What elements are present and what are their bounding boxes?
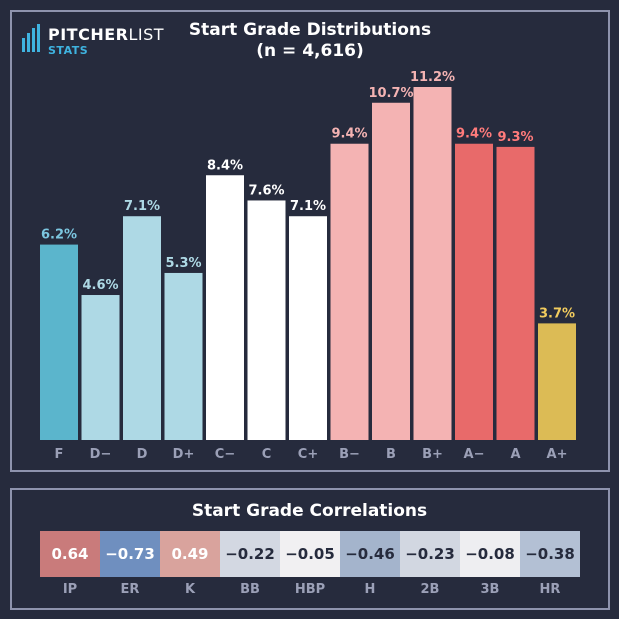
correlation-title: Start Grade Correlations (191, 501, 428, 521)
x-tick-label: A+ (547, 447, 568, 462)
bar-0 (40, 244, 78, 440)
bar-value-label: 7.1% (290, 199, 326, 214)
correlation-stat-label: H (364, 582, 376, 597)
bar-12 (538, 323, 576, 440)
correlation-cell: −0.73 (100, 531, 160, 577)
distribution-chart-panel (10, 10, 610, 472)
correlation-stat-label: BB (240, 582, 260, 597)
bar-value-label: 7.1% (124, 199, 160, 214)
bar-10 (455, 143, 493, 440)
bar-9 (413, 87, 452, 440)
correlation-cell: 0.49 (160, 531, 220, 577)
bar-value-label: 8.4% (207, 158, 243, 173)
bar-4 (206, 175, 244, 440)
x-tick-label: D+ (173, 447, 195, 462)
x-tick-label: F (55, 447, 64, 462)
correlation-cell: −0.46 (340, 531, 400, 577)
correlation-panel (10, 488, 610, 610)
x-tick-label: C+ (298, 447, 318, 462)
bar-value-label: 4.6% (82, 278, 118, 293)
correlation-cell: −0.23 (400, 531, 460, 577)
correlation-cell: −0.38 (520, 531, 580, 577)
x-tick-label: C (262, 447, 272, 462)
logo-name-light: LIST (128, 25, 165, 44)
pitcherlist-logo: PITCHERLIST STATS (22, 24, 172, 60)
bar-value-label: 7.6% (248, 183, 284, 198)
bar-5 (247, 200, 286, 440)
bar-3 (164, 272, 203, 440)
correlation-stat-label: 3B (480, 582, 500, 597)
x-tick-label: A− (464, 447, 485, 462)
bar-11 (496, 146, 535, 441)
correlation-stat-label: IP (62, 582, 78, 597)
bar-1 (81, 295, 120, 440)
correlation-stat-label: K (184, 582, 196, 597)
bar-2 (123, 216, 161, 440)
x-tick-label: B+ (422, 447, 443, 462)
correlation-labels: IP ER K BB HBP H 2B 3B HR (40, 582, 580, 597)
correlation-cells: 0.64 −0.73 0.49 −0.22 −0.05 −0.46 −0.23 −0.08 −0… (40, 531, 580, 577)
correlation-stat-label: ER (120, 582, 140, 597)
x-tick-label: B− (339, 447, 360, 462)
bar-value-label: 3.7% (539, 306, 575, 321)
bar-value-label: 10.7% (368, 86, 413, 101)
bar-value-label: 6.2% (41, 228, 77, 243)
bar-chart: 6.2% F 4.6% D− 7.1% D 5.3% D+ 8.4% C− 7.6% C 7.1% C+ 9… (40, 70, 576, 462)
bar-logo-icon (22, 24, 40, 52)
bar-8 (372, 102, 410, 441)
correlation-stat-label: HBP (294, 582, 326, 597)
correlation-cell: −0.05 (280, 531, 340, 577)
correlation-cell: −0.08 (460, 531, 520, 577)
logo-wordmark: PITCHERLIST (48, 25, 164, 44)
chart-title: Start Grade Distributions (188, 20, 432, 40)
bar-7 (330, 143, 369, 440)
logo-subtitle: STATS (48, 44, 89, 57)
x-tick-label: D− (90, 447, 112, 462)
bar-value-label: 9.3% (497, 130, 533, 145)
correlation-cell: 0.64 (40, 531, 100, 577)
bar-value-label: 11.2% (410, 70, 455, 85)
bar-value-label: 9.4% (331, 127, 367, 142)
correlation-stat-label: HR (539, 582, 561, 597)
x-tick-label: C− (215, 447, 235, 462)
chart-subtitle: (n = 4,616) (256, 41, 364, 61)
correlation-cell: −0.22 (220, 531, 280, 577)
bar-value-label: 9.4% (456, 127, 492, 142)
x-tick-label: D (137, 447, 148, 462)
logo-name-bold: PITCHER (48, 25, 129, 44)
bar-value-label: 5.3% (165, 256, 201, 271)
x-tick-label: A (510, 447, 520, 462)
bar-6 (289, 216, 327, 440)
x-tick-label: B (386, 447, 396, 462)
correlation-stat-label: 2B (420, 582, 440, 597)
